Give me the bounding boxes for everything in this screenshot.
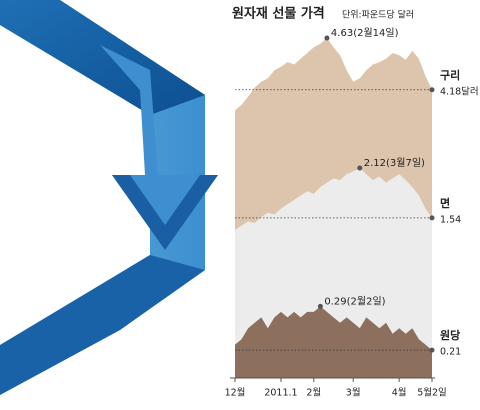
series-name: 원당: [440, 328, 460, 342]
end-dot: [429, 215, 435, 221]
x-tick-label: 2011.1: [264, 388, 297, 399]
value-label: 4.18달러: [440, 85, 479, 97]
value-label: 2.12(3월7일): [364, 157, 425, 169]
peak-dot: [317, 303, 323, 309]
area: [235, 306, 432, 378]
x-tick-label: 4월: [392, 387, 407, 399]
series-name: 구리: [440, 68, 460, 82]
peak-dot: [324, 35, 330, 41]
x-tick-label: 5월2일: [417, 387, 447, 399]
end-dot: [429, 347, 435, 353]
decoration: [0, 0, 218, 395]
x-tick-label: 3월: [346, 387, 361, 399]
value-label: 0.29(2월2일): [324, 295, 385, 307]
x-tick-label: 2월: [306, 387, 321, 399]
series-name: 면: [440, 196, 450, 210]
x-tick-label: 12월: [225, 387, 246, 399]
value-label: 0.21: [440, 347, 461, 358]
chart-title: 원자재 선물 가격: [232, 6, 325, 22]
value-label: 1.54: [440, 214, 461, 225]
peak-dot: [357, 165, 363, 171]
chart-subtitle: 단위:파운드당 달러: [342, 9, 414, 21]
end-dot: [429, 87, 435, 93]
value-label: 4.63(2월14일): [331, 27, 399, 39]
